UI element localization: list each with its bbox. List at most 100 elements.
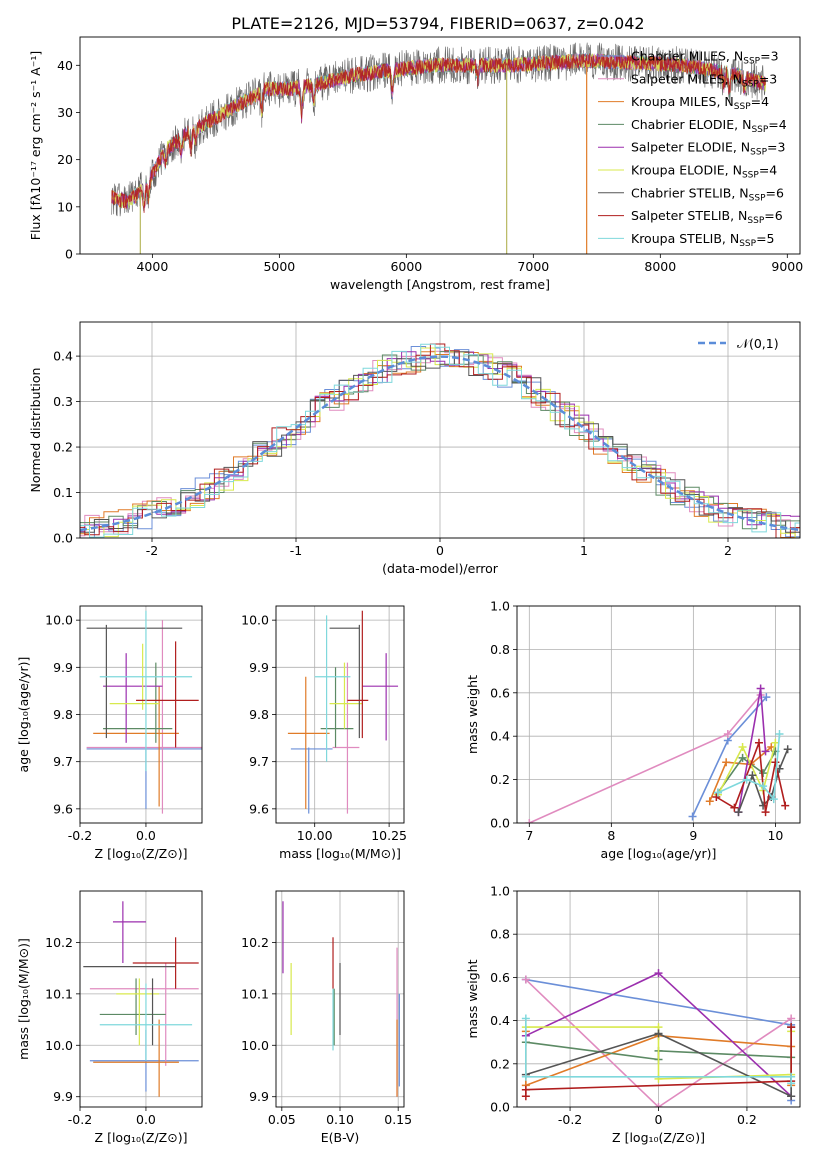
mass_vs_Z-axes: -0.2 0.0 9.9 10.0 10.1 10.2 Z [log₁₀(Z/Z⊙)] mas… bbox=[16, 891, 202, 1145]
y-tick-label: 0.2 bbox=[490, 1056, 510, 1071]
x-tick-label: 0.10 bbox=[326, 1112, 354, 1127]
y-tick-label: 0.2 bbox=[53, 440, 73, 455]
y-tick-label: 0.0 bbox=[53, 531, 73, 546]
x-tick-label: 8000 bbox=[644, 259, 676, 274]
x-tick-label: 6000 bbox=[390, 259, 422, 274]
y-tick-label: 10.2 bbox=[241, 935, 269, 950]
mass_vs_ebv-frame bbox=[275, 890, 405, 1108]
x-tick-label: 9000 bbox=[771, 259, 803, 274]
age_vs_Z-points bbox=[86, 610, 202, 814]
weight-line-chabrier-elodie bbox=[717, 751, 777, 794]
y-tick-label: 0.6 bbox=[490, 685, 510, 700]
x-tick-label: 7 bbox=[525, 828, 533, 843]
y-axis-label: mass weight bbox=[465, 959, 480, 1038]
y-tick-label: 0.4 bbox=[490, 1013, 510, 1028]
y-tick-label: 10.2 bbox=[45, 935, 73, 950]
weight-point bbox=[781, 801, 790, 810]
age_vs_Z-frame bbox=[79, 605, 203, 824]
y-tick-label: 10.1 bbox=[45, 986, 73, 1001]
residuals-frame bbox=[79, 321, 801, 539]
weight-point bbox=[771, 758, 780, 767]
x-tick-label: 0.0 bbox=[136, 828, 156, 843]
y-tick-label: 20 bbox=[57, 152, 73, 167]
y-tick-label: 10 bbox=[57, 199, 73, 214]
weight-point bbox=[521, 975, 530, 984]
x-tick-label: -0.2 bbox=[68, 828, 92, 843]
y-tick-label: 10.0 bbox=[45, 1038, 73, 1053]
legend-label: 𝒩(0,1) bbox=[737, 336, 779, 351]
x-axis-label: wavelength [Angstrom, rest frame] bbox=[330, 277, 550, 292]
plot-layer: 4000 5000 6000 7000 8000 9000010203040wavelen… bbox=[16, 36, 803, 1145]
x-tick-label: -0.2 bbox=[558, 1112, 582, 1127]
weight-point bbox=[759, 801, 768, 810]
x-tick-label: 10.00 bbox=[297, 828, 333, 843]
x-tick-label: 0 bbox=[655, 1112, 663, 1127]
legend-label: Chabrier STELIB, NSSP=6 bbox=[631, 185, 784, 203]
x-tick-label: 5000 bbox=[263, 259, 295, 274]
legend-label: Kroupa ELODIE, NSSP=4 bbox=[631, 163, 777, 181]
y-tick-label: 9.9 bbox=[53, 660, 73, 675]
y-tick-label: 9.7 bbox=[53, 754, 73, 769]
y-tick-label: 9.9 bbox=[249, 1089, 269, 1104]
weight-point bbox=[761, 747, 770, 756]
y-tick-label: 9.7 bbox=[249, 754, 269, 769]
weight_vs_Z-series bbox=[521, 969, 796, 1107]
weight-point bbox=[705, 797, 714, 806]
y-tick-label: 10.0 bbox=[241, 613, 269, 628]
y-axis-label: Flux [fλ10⁻¹⁷ erg cm⁻² s⁻¹ A⁻¹] bbox=[28, 51, 43, 240]
x-tick-label: 0.15 bbox=[384, 1112, 412, 1127]
weight-point bbox=[754, 738, 763, 747]
weight_vs_Z-axes: -0.2 0 0.2 0.0 0.2 0.4 0.6 0.8 1.0 Z [log₁₀(Z/Z⊙)… bbox=[465, 884, 800, 1145]
weight-point bbox=[734, 808, 743, 817]
weight-point bbox=[748, 771, 757, 780]
age_vs_mass-frame bbox=[275, 605, 405, 824]
weight_vs_Z-frame bbox=[516, 890, 801, 1108]
weight_vs_age-series bbox=[525, 684, 792, 823]
weight-point bbox=[787, 1023, 796, 1032]
weight-point bbox=[688, 812, 697, 821]
x-axis-label: Z [log₁₀(Z/Z⊙)] bbox=[95, 846, 188, 861]
y-tick-label: 9.8 bbox=[249, 707, 269, 722]
y-tick-label: 0.3 bbox=[53, 394, 73, 409]
weight-point bbox=[756, 684, 765, 693]
spectrum-line-kroupa-elodie bbox=[111, 53, 767, 209]
x-axis-label: Z [log₁₀(Z/Z⊙)] bbox=[95, 1130, 188, 1145]
weight-point bbox=[654, 969, 663, 978]
weight-line-kroupa-elodie bbox=[717, 742, 777, 796]
spectrum-axes: 4000 5000 6000 7000 8000 9000 0 10 20 30 40 wavelen… bbox=[28, 51, 803, 292]
x-tick-label: 0.0 bbox=[136, 1112, 156, 1127]
weight-line-salpeter-miles bbox=[525, 979, 792, 1107]
histogram-salpeter-elodie bbox=[80, 351, 800, 533]
weight-point bbox=[521, 1014, 530, 1023]
y-tick-label: 0.1 bbox=[53, 485, 73, 500]
x-tick-label: -0.2 bbox=[68, 1112, 92, 1127]
weight-point bbox=[521, 1072, 530, 1081]
y-tick-label: 9.9 bbox=[53, 1089, 73, 1104]
normal-curve bbox=[80, 355, 800, 532]
age_vs_Z-axes: -0.2 0.0 9.6 9.7 9.8 9.9 10.0 Z [log₁₀(Z/Z⊙)] ag… bbox=[16, 606, 202, 861]
x-tick-label: 9 bbox=[689, 828, 697, 843]
y-axis-label: mass [log₁₀(M/M⊙)] bbox=[16, 938, 31, 1060]
weight-point bbox=[738, 753, 747, 762]
x-axis-label: E(B-V) bbox=[321, 1130, 360, 1145]
figure-title: PLATE=2126, MJD=53794, FIBERID=0637, z=0… bbox=[231, 14, 644, 33]
weight-point bbox=[654, 1029, 663, 1038]
x-tick-label: 4000 bbox=[136, 259, 168, 274]
x-tick-label: 2 bbox=[724, 543, 732, 558]
y-tick-label: 10.1 bbox=[241, 986, 269, 1001]
weight-point bbox=[759, 769, 768, 778]
weight-point bbox=[712, 792, 721, 801]
histogram-kroupa-elodie bbox=[80, 347, 800, 538]
age_vs_mass-points bbox=[287, 610, 399, 814]
legend-label: Kroupa STELIB, NSSP=5 bbox=[631, 231, 775, 249]
spectrum-lines bbox=[111, 42, 767, 254]
legend-label: Salpeter MILES, NSSP=3 bbox=[631, 71, 777, 89]
y-tick-label: 0.0 bbox=[490, 1100, 510, 1115]
y-tick-label: 0.4 bbox=[490, 729, 510, 744]
legend-label: Kroupa MILES, NSSP=4 bbox=[631, 94, 769, 112]
weight-point bbox=[787, 1092, 796, 1101]
weight-point bbox=[730, 803, 739, 812]
weight_vs_age-frame bbox=[516, 605, 801, 824]
x-tick-label: 7000 bbox=[517, 259, 549, 274]
